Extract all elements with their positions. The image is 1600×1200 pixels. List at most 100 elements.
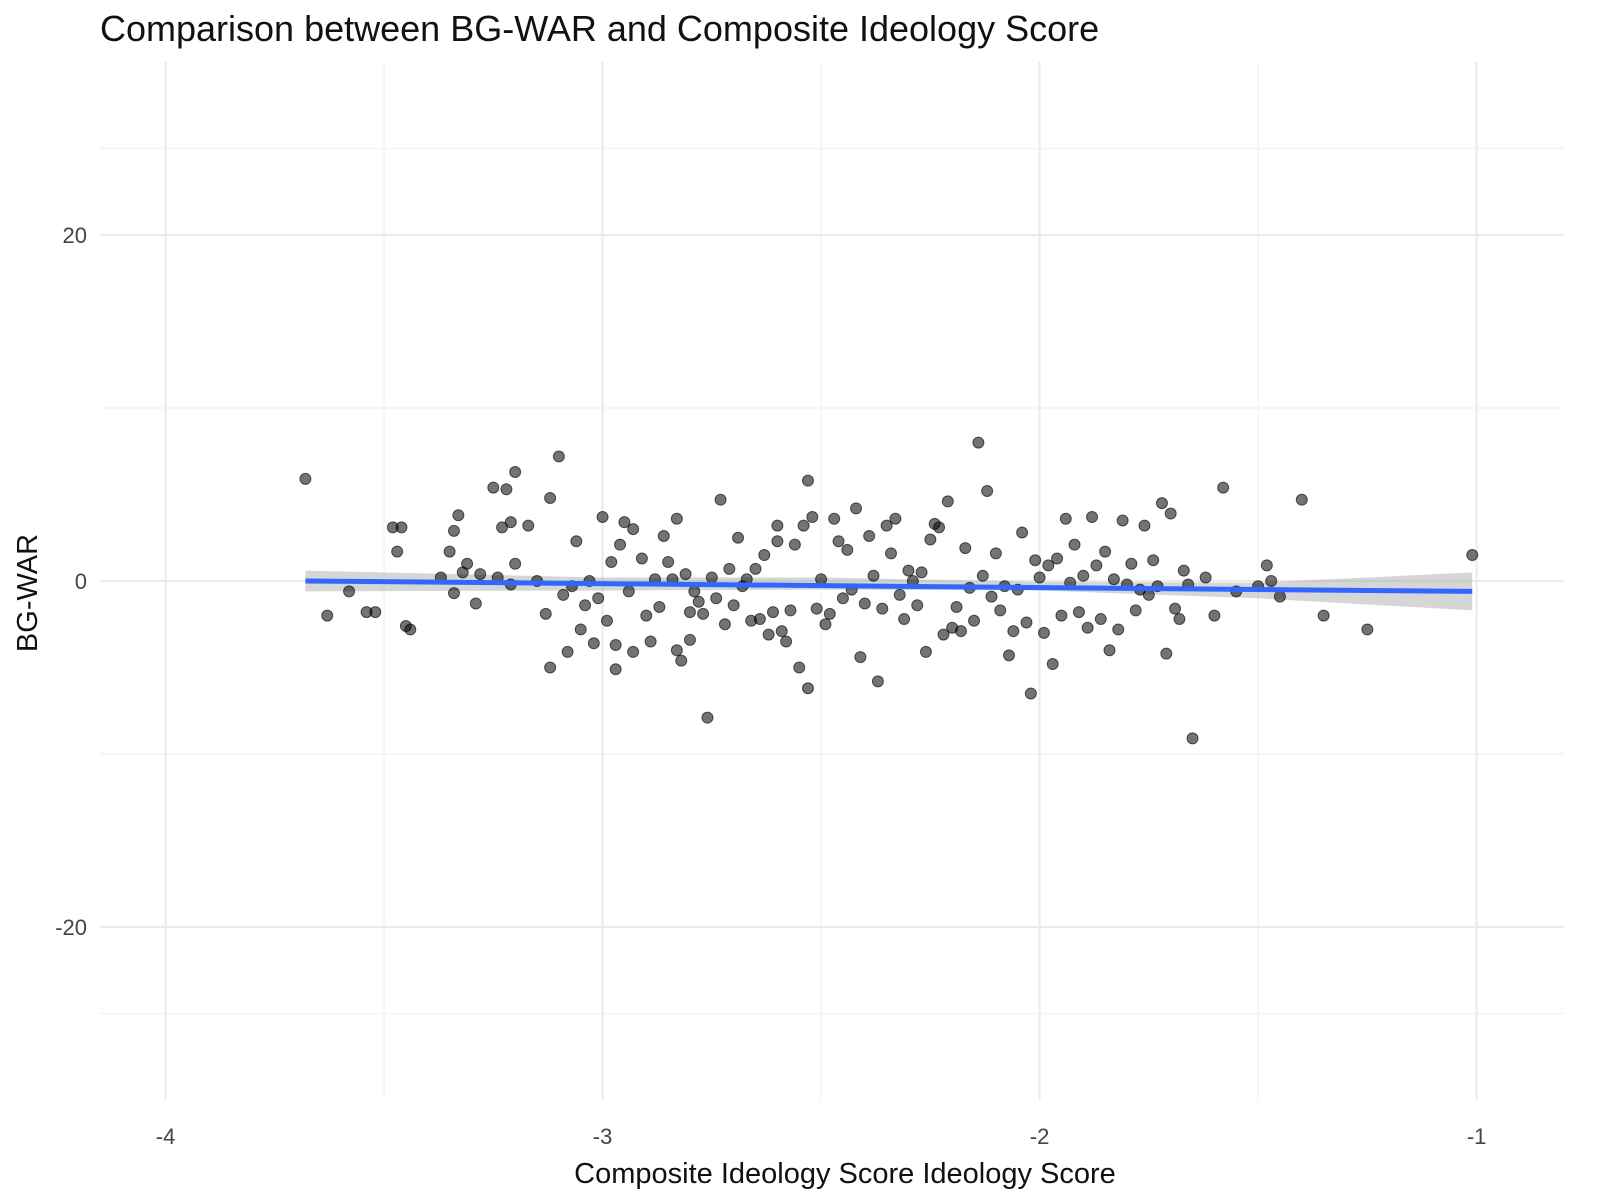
data-point: [863, 530, 876, 543]
data-point: [1081, 621, 1094, 634]
data-point: [994, 604, 1007, 617]
data-point: [1260, 559, 1273, 572]
data-point: [1103, 644, 1116, 657]
data-point: [299, 472, 312, 485]
data-point: [1055, 609, 1068, 622]
data-point: [1016, 526, 1029, 539]
y-tick-label: 20: [63, 223, 87, 248]
data-point: [1217, 481, 1230, 494]
data-point: [1072, 606, 1085, 619]
trend-line: [305, 578, 1473, 594]
data-point: [968, 614, 981, 627]
data-point: [858, 597, 871, 610]
data-point: [919, 645, 932, 658]
data-point: [911, 599, 924, 612]
data-point: [618, 516, 631, 529]
data-point: [570, 535, 583, 548]
data-point: [605, 555, 618, 568]
data-point: [758, 549, 771, 562]
data-point: [810, 602, 823, 615]
data-point: [640, 609, 653, 622]
data-point: [767, 606, 780, 619]
data-point: [452, 509, 465, 522]
data-point: [989, 547, 1002, 560]
data-point: [1094, 613, 1107, 626]
data-point: [854, 651, 867, 664]
data-point: [509, 557, 522, 570]
trend-line-layer: [305, 578, 1473, 594]
data-point: [1199, 571, 1212, 584]
data-point: [1169, 602, 1182, 615]
data-point: [828, 512, 841, 525]
data-point: [1020, 616, 1033, 629]
data-point: [780, 635, 793, 648]
data-point: [670, 644, 683, 657]
data-point: [1051, 552, 1064, 565]
data-point: [981, 485, 994, 498]
data-point: [902, 564, 915, 577]
data-point: [391, 545, 404, 558]
data-point: [727, 599, 740, 612]
data-point: [579, 599, 592, 612]
data-point: [841, 543, 854, 556]
data-point: [321, 609, 334, 622]
y-tick-label: 0: [75, 569, 87, 594]
data-point: [592, 592, 605, 605]
data-point: [574, 623, 587, 636]
data-point: [1125, 557, 1138, 570]
data-point: [1155, 497, 1168, 510]
data-point: [679, 568, 692, 581]
data-point: [1129, 604, 1142, 617]
data-point: [941, 495, 954, 508]
data-point: [509, 466, 522, 479]
tick-labels: -4 -3 -2 -1 -20 0 20: [55, 223, 1486, 1149]
data-point: [697, 607, 710, 620]
data-point: [954, 625, 967, 638]
data-point: [1265, 575, 1278, 587]
y-axis-title: BG-WAR: [12, 534, 44, 652]
data-point: [609, 663, 622, 676]
data-point: [924, 533, 937, 546]
data-point: [1138, 519, 1151, 532]
data-point: [771, 535, 784, 548]
data-point: [1295, 493, 1308, 506]
data-point: [1059, 512, 1072, 525]
data-point: [775, 625, 788, 638]
data-point: [1077, 569, 1090, 582]
data-point: [1466, 549, 1479, 562]
data-point: [797, 519, 810, 532]
data-point: [474, 568, 487, 581]
data-point: [933, 521, 946, 534]
confidence-band: [305, 570, 1473, 611]
data-point: [889, 512, 902, 525]
data-point: [469, 597, 482, 610]
data-point: [557, 588, 570, 601]
data-point: [1029, 554, 1042, 567]
data-point: [1160, 647, 1173, 660]
confidence-band-layer: [305, 570, 1473, 611]
data-point: [823, 607, 836, 620]
data-point: [806, 510, 819, 523]
data-point: [1317, 609, 1330, 622]
data-point: [762, 628, 775, 641]
data-point: [600, 614, 613, 627]
data-point: [753, 613, 766, 626]
data-point: [788, 538, 801, 551]
data-point: [662, 555, 675, 568]
data-point: [876, 602, 889, 615]
data-point: [544, 661, 557, 674]
data-point: [1090, 559, 1103, 572]
data-point: [504, 516, 517, 529]
data-point: [1099, 545, 1112, 558]
data-point: [1068, 538, 1081, 551]
chart-title: Comparison between BG-WAR and Composite …: [100, 8, 1099, 49]
data-point: [714, 493, 727, 506]
data-point: [871, 675, 884, 688]
data-point: [461, 557, 474, 570]
data-point: [976, 569, 989, 582]
data-point: [718, 618, 731, 631]
data-point: [701, 711, 714, 724]
data-point: [1173, 613, 1186, 626]
data-point: [1186, 732, 1199, 745]
